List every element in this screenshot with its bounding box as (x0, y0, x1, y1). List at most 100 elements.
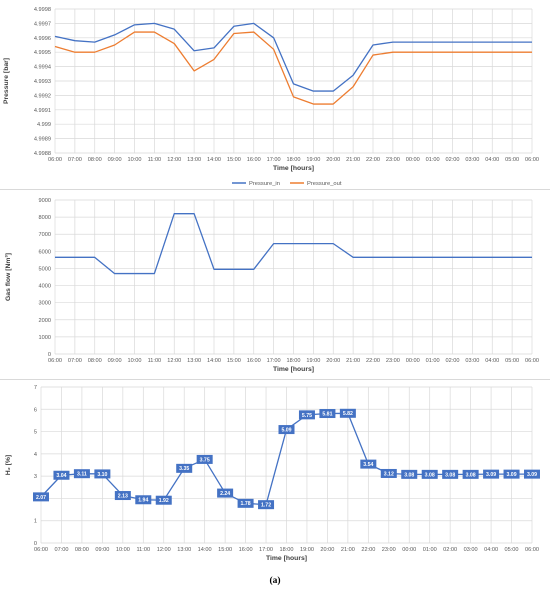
data-label-box (217, 488, 234, 498)
x-tick-label: 11:00 (136, 547, 150, 553)
x-tick-label: 03:00 (464, 547, 478, 553)
hydrogen-chart: 0123456706:0007:0008:0009:0010:0011:0012… (5, 385, 540, 562)
x-tick-label: 23:00 (386, 157, 400, 163)
data-label: 3.09 (503, 469, 520, 479)
data-label-text: 3.09 (486, 472, 496, 478)
x-tick-label: 16:00 (239, 547, 253, 553)
y-tick-label: 0 (34, 541, 37, 547)
x-tick-label: 00:00 (406, 358, 420, 364)
x-tick-label: 08:00 (88, 157, 102, 163)
y-tick-label: 4.999 (37, 122, 51, 128)
data-label-box (401, 469, 418, 479)
data-label-box (155, 495, 172, 505)
x-tick-label: 18:00 (287, 358, 301, 364)
x-tick-label: 16:00 (247, 157, 261, 163)
x-tick-label: 22:00 (361, 547, 375, 553)
x-tick-label: 06:00 (34, 547, 48, 553)
x-tick-label: 14:00 (207, 157, 221, 163)
x-tick-label: 15:00 (227, 358, 241, 364)
x-tick-label: 04:00 (485, 157, 499, 163)
x-tick-label: 01:00 (426, 358, 440, 364)
data-label-box (258, 500, 275, 510)
x-tick-label: 17:00 (259, 547, 273, 553)
data-label-text: 2.13 (118, 493, 128, 499)
x-tick-label: 10:00 (128, 157, 142, 163)
data-label: 3.09 (524, 469, 540, 479)
x-tick-label: 08:00 (75, 547, 89, 553)
x-axis-title: Time [hours] (266, 555, 307, 562)
x-tick-label: 15:00 (227, 157, 241, 163)
series-line-value (55, 213, 532, 275)
data-label: 3.12 (380, 468, 397, 478)
data-label: 3.08 (462, 469, 479, 479)
x-tick-label: 10:00 (128, 358, 142, 364)
data-label-box (380, 468, 397, 478)
data-label: 3.10 (94, 469, 111, 479)
data-label-box (114, 491, 131, 501)
data-label-text: 3.12 (384, 471, 394, 477)
x-tick-label: 19:00 (306, 358, 320, 364)
x-tick-label: 06:00 (525, 547, 539, 553)
x-tick-label: 13:00 (187, 358, 201, 364)
x-tick-label: 13:00 (187, 157, 201, 163)
data-label: 1.72 (258, 500, 275, 510)
y-tick-label: 6 (34, 407, 37, 413)
y-tick-label: 9000 (39, 198, 51, 204)
x-tick-label: 22:00 (366, 358, 380, 364)
figure-caption: (a) (269, 575, 280, 586)
data-label: 3.54 (360, 459, 377, 469)
y-tick-label: 4.9997 (34, 21, 51, 27)
data-label-box (298, 410, 315, 420)
data-label-box (33, 492, 49, 502)
x-tick-label: 23:00 (386, 358, 400, 364)
data-label: 3.08 (442, 469, 459, 479)
x-tick-label: 02:00 (446, 358, 460, 364)
x-tick-label: 06:00 (525, 157, 539, 163)
data-label: 5.09 (278, 425, 295, 435)
data-label-text: 5.75 (302, 413, 312, 419)
data-label-text: 1.72 (261, 503, 271, 509)
x-tick-label: 05:00 (505, 157, 519, 163)
data-label: 5.81 (319, 409, 336, 419)
data-label: 3.35 (176, 463, 193, 473)
x-tick-label: 07:00 (68, 358, 82, 364)
y-tick-label: 1 (34, 519, 37, 525)
data-label-box (421, 469, 438, 479)
x-tick-label: 08:00 (88, 358, 102, 364)
x-tick-label: 12:00 (167, 157, 181, 163)
data-label-box (339, 408, 356, 418)
y-tick-label: 7000 (39, 232, 51, 238)
data-label: 3.08 (421, 469, 438, 479)
data-label-box (442, 469, 459, 479)
x-tick-label: 23:00 (382, 547, 396, 553)
y-tick-label: 4.9996 (34, 36, 51, 42)
y-tick-label: 7 (34, 385, 37, 391)
x-tick-label: 09:00 (95, 547, 109, 553)
x-tick-label: 18:00 (287, 157, 301, 163)
x-tick-label: 09:00 (108, 157, 122, 163)
data-label-box (360, 459, 377, 469)
x-tick-label: 17:00 (267, 358, 281, 364)
x-tick-label: 21:00 (346, 157, 360, 163)
data-label: 1.78 (237, 498, 254, 508)
data-label-box (237, 498, 254, 508)
data-label-text: 5.81 (322, 411, 332, 417)
data-label-box (135, 495, 152, 505)
x-tick-label: 21:00 (346, 358, 360, 364)
x-tick-label: 03:00 (465, 157, 479, 163)
data-label-text: 2.24 (220, 491, 230, 497)
x-tick-label: 05:00 (505, 547, 519, 553)
y-tick-label: 3000 (39, 301, 51, 307)
data-label-box (462, 469, 479, 479)
y-tick-label: 1000 (39, 335, 51, 341)
x-tick-label: 13:00 (177, 547, 191, 553)
x-tick-label: 14:00 (198, 547, 212, 553)
y-tick-label: 5 (34, 430, 37, 436)
data-label-box (503, 469, 520, 479)
y-tick-label: 4.9989 (34, 137, 51, 143)
legend-label: Pressure_out (307, 181, 342, 187)
x-tick-label: 14:00 (207, 358, 221, 364)
x-tick-label: 10:00 (116, 547, 130, 553)
